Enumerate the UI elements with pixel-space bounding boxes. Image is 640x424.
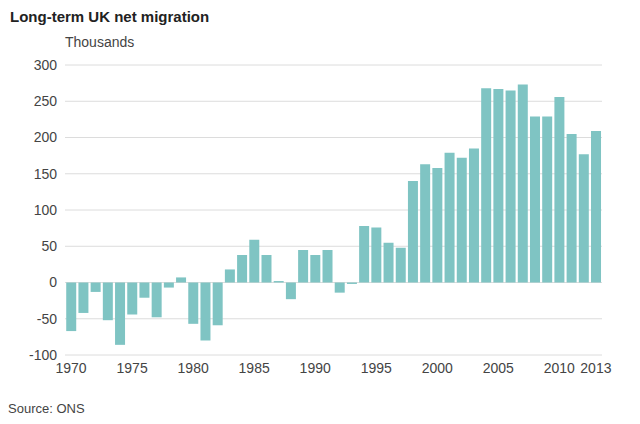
svg-text:300: 300 — [34, 57, 58, 73]
html-text:Long-term UK net migration: Long-term UK net migration — [10, 8, 210, 25]
svg-text:-100: -100 — [29, 347, 57, 363]
svg-text:1985: 1985 — [239, 360, 270, 376]
svg-text:150: 150 — [34, 166, 58, 182]
svg-text:0: 0 — [49, 274, 57, 290]
html-text:Thousands: Thousands — [65, 34, 135, 50]
svg-text:250: 250 — [34, 93, 58, 109]
svg-text:200: 200 — [34, 129, 58, 145]
svg-text:1970: 1970 — [56, 360, 87, 376]
svg-text:1975: 1975 — [117, 360, 148, 376]
html-text:Source: ONS: Source: ONS — [8, 401, 85, 416]
svg-text:1995: 1995 — [361, 360, 392, 376]
svg-text:2005: 2005 — [483, 360, 514, 376]
svg-text:50: 50 — [41, 238, 57, 254]
svg-text:2000: 2000 — [422, 360, 453, 376]
svg-text:2010: 2010 — [544, 360, 575, 376]
svg-text:-50: -50 — [37, 311, 57, 327]
svg-text:1980: 1980 — [178, 360, 209, 376]
svg-text:2013: 2013 — [580, 360, 611, 376]
svg-text:100: 100 — [34, 202, 58, 218]
svg-text:1990: 1990 — [300, 360, 331, 376]
